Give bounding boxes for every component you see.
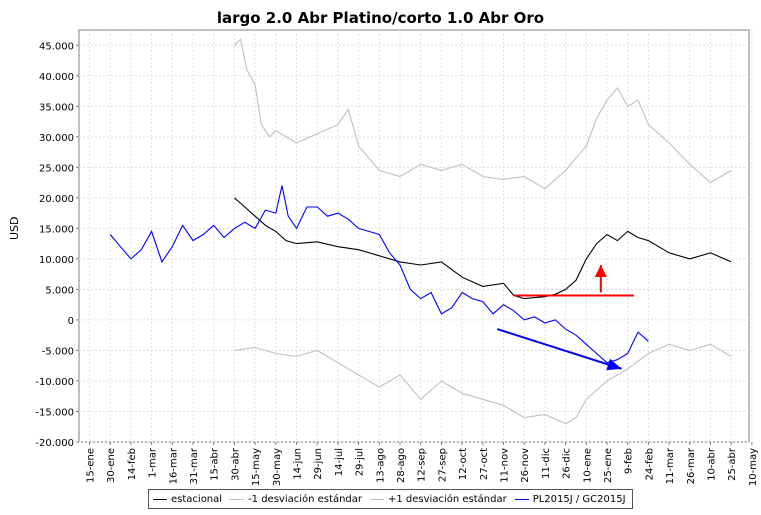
x-tick-label: 25-ene (603, 448, 614, 483)
x-tick-label: 14-jun (293, 448, 304, 480)
legend-label-minus-std: -1 desviación estándar (248, 493, 362, 505)
legend-item-minus-std: -1 desviación estándar (230, 494, 362, 505)
blue-arrow-head (606, 358, 622, 371)
x-tick-label: 14-feb (127, 448, 138, 480)
x-tick-label: 30-ene (106, 448, 117, 483)
x-tick-label: 14-jul (334, 448, 345, 476)
x-tick-label: 10-ene (582, 448, 593, 483)
legend: estacional -1 desviación estándar +1 des… (148, 489, 633, 509)
x-tick-label: 10-abr (707, 447, 718, 481)
legend-label-estacional: estacional (171, 493, 223, 505)
x-tick-label: 31-mar (189, 447, 200, 484)
x-tick-label: 30-may (272, 448, 283, 486)
chart-title: largo 2.0 Abr Platino/corto 1.0 Abr Oro (216, 9, 545, 27)
grid (79, 30, 753, 443)
y-tick-label: 5.000 (45, 285, 74, 296)
annotations (496, 264, 634, 371)
y-tick-label: -10.000 (35, 377, 74, 388)
y-tick-label: -20.000 (35, 438, 74, 449)
plot-background (78, 29, 750, 443)
y-axis-ticks: -20.000 -15.000 -10.000 -5.000 0 5.000 10.000 1… (35, 41, 79, 449)
series-line-2 (234, 38, 732, 190)
y-tick-label: 40.000 (39, 72, 74, 83)
x-tick-label: 15-ene (86, 448, 97, 483)
x-tick-label: 30-abr (230, 447, 241, 481)
x-tick-label: 16-mar (168, 447, 179, 484)
legend-swatch-minus-std (230, 498, 245, 500)
y-tick-label: 10.000 (39, 255, 74, 266)
legend-swatch-spread (514, 498, 529, 500)
blue-arrow-shaft (496, 328, 622, 370)
y-tick-label: 45.000 (39, 41, 74, 52)
legend-label-spread: PL2015J / GC2015J (532, 493, 626, 505)
x-tick-label: 25-abr (727, 447, 738, 481)
x-tick-label: 27-sep (437, 448, 448, 482)
x-tick-label: 28-ago (396, 448, 407, 483)
y-tick-label: 30.000 (39, 133, 74, 144)
x-tick-label: 9-feb (624, 448, 635, 474)
legend-item-estacional: estacional (153, 494, 222, 505)
x-tick-label: 12-sep (417, 448, 428, 482)
legend-swatch-estacional (153, 498, 167, 500)
y-tick-label: -5.000 (42, 346, 74, 357)
y-tick-label: 25.000 (39, 163, 74, 174)
y-tick-label: 0 (68, 316, 74, 327)
y-tick-label: 20.000 (39, 194, 74, 205)
x-tick-label: 12-oct (458, 448, 469, 480)
x-tick-label: 10-may (748, 448, 759, 486)
x-tick-label: 13-ago (375, 448, 386, 483)
x-tick-label: 15-abr (210, 447, 221, 481)
x-tick-label: 26-mar (686, 447, 697, 484)
series-line-1 (234, 343, 732, 425)
x-tick-label: 26-dic (562, 448, 573, 479)
legend-item-spread: PL2015J / GC2015J (514, 493, 626, 505)
x-tick-label: 15-may (251, 448, 262, 486)
red-arrow-head (594, 264, 607, 277)
series-group (109, 38, 732, 425)
y-tick-label: 35.000 (39, 102, 74, 113)
x-tick-label: 24-feb (644, 448, 655, 480)
x-tick-label: 11-mar (665, 447, 676, 484)
y-tick-label: 15.000 (39, 224, 74, 235)
y-tick-label: -15.000 (35, 407, 74, 418)
legend-item-plus-std: +1 desviación estándar (370, 494, 507, 505)
x-tick-label: 29-jul (355, 448, 366, 476)
plot-area: -20.000 -15.000 -10.000 -5.000 0 5.000 10.000 1… (35, 29, 759, 486)
x-tick-label: 11-dic (541, 448, 552, 479)
series-line-3 (109, 185, 649, 364)
x-tick-label: 1-mar (148, 447, 159, 478)
x-tick-label: 27-oct (479, 448, 490, 480)
series-line-0 (234, 197, 732, 300)
x-tick-label: 29-jun (313, 448, 324, 480)
x-tick-label: 11-nov (500, 448, 511, 483)
x-axis-ticks: 15-ene 30-ene 14-feb 1-mar 16-mar 31-mar 15-ab… (86, 442, 759, 486)
x-tick-label: 26-nov (520, 448, 531, 483)
legend-swatch-plus-std (370, 498, 384, 500)
legend-label-plus-std: +1 desviación estándar (388, 493, 507, 505)
